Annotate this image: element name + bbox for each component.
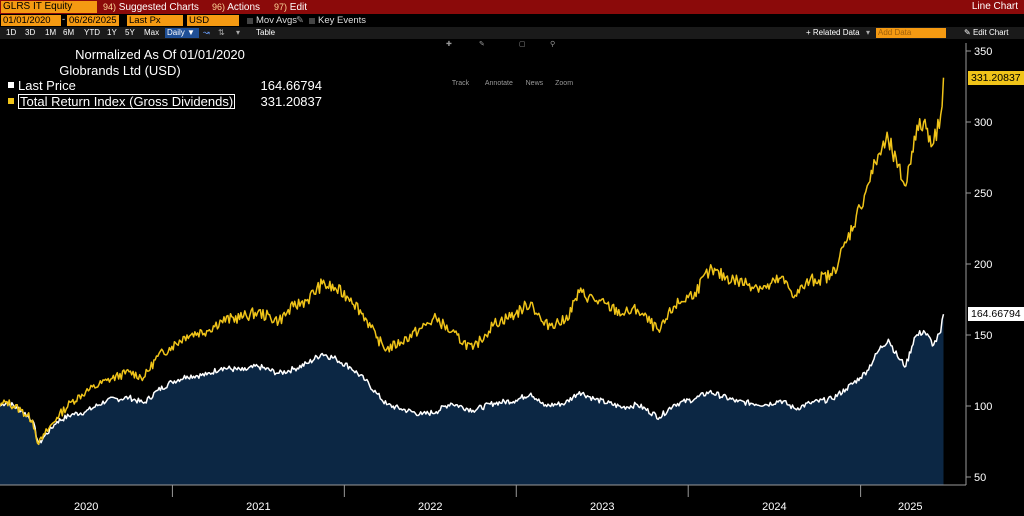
ticker-field[interactable]: GLRS IT Equity xyxy=(1,1,97,13)
mov-avgs-label[interactable]: Mov Avgs xyxy=(256,15,298,26)
legend-subtitle: Globrands Ltd (USD) xyxy=(59,63,181,78)
legend-swatch xyxy=(8,82,14,88)
frequency-select[interactable]: Daily ▼ xyxy=(165,28,199,38)
key-events-checkbox[interactable] xyxy=(309,18,315,24)
x-tick-label: 2025 xyxy=(898,501,922,513)
y-tick-label: 100 xyxy=(974,401,992,413)
total-return-line xyxy=(0,77,945,446)
last-price-tag: 164.66794 xyxy=(968,307,1024,322)
menu-number: 97) xyxy=(274,2,288,12)
currency-select[interactable]: USD xyxy=(187,15,239,26)
menu-number: 96) xyxy=(212,2,226,12)
zoom-tool[interactable]: ⚲ Zoom xyxy=(550,41,574,87)
x-tick-label: 2022 xyxy=(418,501,442,513)
menu-label: Edit xyxy=(289,2,308,13)
chart-legend: Normalized As Of 01/01/2020 Globrands Lt… xyxy=(8,45,328,114)
news-label: News xyxy=(525,80,544,87)
price-field-select[interactable]: Last Px xyxy=(127,15,183,26)
x-tick-label: 2023 xyxy=(590,501,614,513)
y-tick-label: 300 xyxy=(974,117,992,129)
range-3d[interactable]: 3D xyxy=(25,28,36,37)
legend-label: Total Return Index (Gross Dividends) xyxy=(18,94,236,109)
start-date-field[interactable]: 01/01/2020 xyxy=(1,15,61,26)
menu-label: Actions xyxy=(227,2,261,13)
related-data-dropdown-icon[interactable]: ▾ xyxy=(866,28,871,37)
header-bar: GLRS IT Equity 94) Suggested Charts 96) … xyxy=(0,0,1024,14)
y-tick-label: 50 xyxy=(974,472,986,484)
frequency-label: Daily xyxy=(167,28,185,37)
dropdown-arrow-icon[interactable]: ▾ xyxy=(236,28,241,37)
menu-number: 94) xyxy=(103,2,117,12)
range-1m[interactable]: 1M xyxy=(45,28,57,37)
y-tick-label: 200 xyxy=(974,259,992,271)
y-tick-label: 150 xyxy=(974,330,992,342)
x-tick-label: 2021 xyxy=(246,501,270,513)
edit-chart-button[interactable]: ✎ Edit Chart xyxy=(964,27,1009,39)
key-events-label[interactable]: Key Events xyxy=(318,15,367,26)
end-date-field[interactable]: 06/26/2025 xyxy=(67,15,119,26)
x-tick-label: 2020 xyxy=(74,501,98,513)
range-6m[interactable]: 6M xyxy=(63,28,75,37)
x-tick-label: 2024 xyxy=(762,501,786,513)
track-label: Track xyxy=(451,80,470,87)
legend-swatch xyxy=(8,98,14,104)
range-bar: 1D 3D 1M 6M YTD 1Y 5Y Max Daily ▼ ↝ ⇅ ▾ … xyxy=(0,27,1024,39)
add-data-input[interactable]: Add Data xyxy=(876,28,946,38)
line-chart[interactable]: 50 100 150 200 250 300 350 2020 2021 2022 2023 202… xyxy=(0,39,1024,516)
range-5y[interactable]: 5Y xyxy=(125,28,135,37)
legend-value: 331.20837 xyxy=(260,94,322,109)
track-tool[interactable]: ✚ Track xyxy=(446,41,470,87)
range-ytd[interactable]: YTD xyxy=(84,28,100,37)
range-max[interactable]: Max xyxy=(144,28,160,37)
legend-value: 164.66794 xyxy=(260,78,322,93)
y-tick-label: 350 xyxy=(974,46,992,58)
table-button[interactable]: Table xyxy=(256,28,276,37)
actions-menu[interactable]: 96) Actions xyxy=(212,1,260,14)
suggested-charts-menu[interactable]: 94) Suggested Charts xyxy=(103,1,199,14)
edit-chart-label: Edit Chart xyxy=(972,28,1009,37)
menu-label: Suggested Charts xyxy=(118,2,199,13)
annotate-tool[interactable]: ✎ Annotate xyxy=(479,41,513,87)
controls-bar: 01/01/2020 - 06/26/2025 Last Px USD Mov … xyxy=(0,14,1024,27)
pencil-icon[interactable]: ✎ xyxy=(296,15,304,26)
last-price-area xyxy=(0,314,944,485)
chart-type-label: Line Chart xyxy=(971,1,1018,12)
annotate-label: Annotate xyxy=(484,80,513,87)
pencil-icon: ✎ xyxy=(964,28,971,37)
chart-style-icon[interactable]: ↝ xyxy=(203,28,210,37)
mov-avgs-checkbox[interactable] xyxy=(247,18,253,24)
zoom-label: Zoom xyxy=(555,80,574,87)
last-price-line xyxy=(0,314,945,446)
range-1y[interactable]: 1Y xyxy=(107,28,117,37)
date-separator: - xyxy=(62,14,66,25)
news-tool[interactable]: ▢ News xyxy=(519,41,544,87)
edit-menu[interactable]: 97) Edit xyxy=(274,1,307,14)
related-data-button[interactable]: + Related Data xyxy=(806,28,860,37)
y-tick-label: 250 xyxy=(974,188,992,200)
candle-icon[interactable]: ⇅ xyxy=(218,28,225,37)
total-return-price-tag: 331.20837 xyxy=(968,70,1024,85)
legend-title: Normalized As Of 01/01/2020 xyxy=(75,47,245,62)
range-1d[interactable]: 1D xyxy=(6,28,17,37)
legend-label: Last Price xyxy=(18,78,76,93)
